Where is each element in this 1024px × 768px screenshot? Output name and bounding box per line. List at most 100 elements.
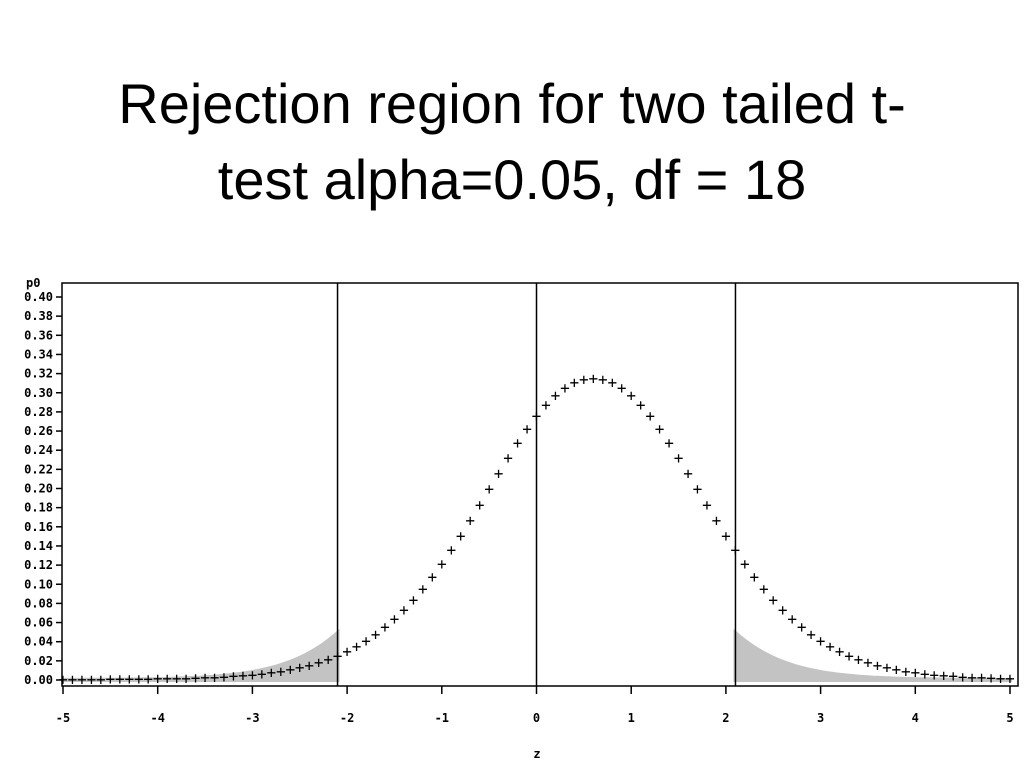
data-point: + [409,590,419,609]
y-tick-label: 0.22 [24,462,53,476]
data-point: + [882,658,892,677]
y-tick-label: 0.26 [24,424,53,438]
data-point: + [702,496,712,515]
y-tick-label: 0.00 [24,673,53,687]
axes: 0.00 0.02 0.04 0.06 0.08 0.10 0.12 0.14 0.16 0.18… [24,282,1019,725]
rejection-region [733,628,1012,682]
data-point: + [693,480,703,499]
data-point: + [257,664,267,683]
y-tick-label: 0.08 [24,596,53,610]
slide-title-line-1: Rejection region for two tailed t- [118,72,906,135]
data-point: + [134,670,144,689]
data-point: + [314,653,324,672]
data-point: + [124,670,134,689]
data-point: + [390,609,400,628]
y-tick-label: 0.28 [24,405,53,419]
data-point: + [626,386,636,405]
data-point: + [901,662,911,681]
slide-title: Rejection region for two tailed t- test … [0,66,1024,218]
data-point: + [570,373,580,392]
data-point: + [816,631,826,650]
y-tick-label: 0.16 [24,520,53,534]
x-tick-label: -3 [245,711,259,725]
data-point: + [835,642,845,661]
data-point: + [465,511,475,530]
data-point: + [948,667,958,686]
x-tick-label: -4 [150,711,164,725]
data-point: + [68,670,78,689]
y-tick-label: 0.10 [24,577,53,591]
data-point: + [986,668,996,687]
data-point: + [854,650,864,669]
data-point: + [579,370,589,389]
data-point: + [380,618,390,637]
data-point: + [939,666,949,685]
data-point: + [96,670,106,689]
data-point: + [58,670,68,689]
data-point: + [87,670,97,689]
y-tick-label: 0.04 [24,635,53,649]
plot-frame [61,282,1019,687]
data-point: + [399,600,409,619]
data-point: + [551,386,561,405]
data-point: + [106,670,116,689]
y-tick-label: 0.36 [24,328,53,342]
data-point: + [740,555,750,574]
data-point: + [977,668,987,687]
data-point: + [768,590,778,609]
data-point: + [636,395,646,414]
data-point: + [418,579,428,598]
data-point: + [712,511,722,530]
data-point: + [844,646,854,665]
y-tick-label: 0.06 [24,616,53,630]
data-point: + [191,668,201,687]
data-point: + [446,541,456,560]
data-point: + [437,555,447,574]
data-point: + [456,526,466,545]
y-tick-label: 0.20 [24,482,53,496]
y-axis-label: p0 [26,276,40,290]
data-point: + [219,667,229,686]
x-tick-label: -5 [56,711,70,725]
data-point: + [655,420,665,439]
data-point: + [1005,669,1015,688]
data-point: + [143,669,153,688]
data-point: + [494,464,504,483]
data-point: + [267,663,277,682]
data-point: + [598,370,608,389]
data-point: + [910,663,920,682]
data-point: + [920,664,930,683]
x-tick-label: -2 [340,711,354,725]
data-point: + [560,378,570,397]
data-point: + [778,600,788,619]
y-tick-label: 0.02 [24,654,53,668]
data-point: + [352,637,362,656]
data-point: + [513,433,523,452]
y-tick-label: 0.32 [24,367,53,381]
data-point: + [342,642,352,661]
data-point: + [276,662,286,681]
data-point: + [967,668,977,687]
data-point: + [787,609,797,628]
data-point: + [475,496,485,515]
y-tick-label: 0.30 [24,386,53,400]
slide-title-line-2: test alpha=0.05, df = 18 [217,148,807,211]
data-point: + [153,669,163,688]
x-tick-label: 1 [628,711,635,725]
data-point: + [797,618,807,637]
data-point: + [323,650,333,669]
data-point: + [996,669,1006,688]
rejection-region [61,628,340,682]
data-point: + [304,656,314,675]
y-tick-label: 0.38 [24,309,53,323]
y-tick-label: 0.14 [24,539,53,553]
x-tick-label: 2 [722,711,729,725]
data-point: + [295,658,305,677]
data-point: + [892,660,902,679]
x-tick-label: 4 [912,711,919,725]
y-tick-label: 0.40 [24,290,53,304]
density-points: + + + + + + + + + + + + + + + + + + + + + + + + + + + + + + + + + + + +++++… [58,369,1015,689]
data-point: + [721,526,731,545]
y-tick-label: 0.24 [24,443,53,457]
